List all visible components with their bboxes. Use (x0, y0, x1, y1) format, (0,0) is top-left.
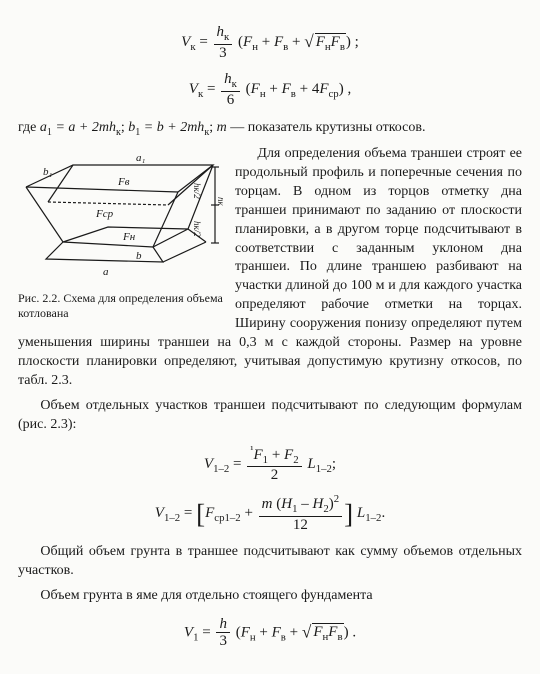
svg-text:hк: hк (216, 197, 223, 207)
formula-1: Vк = hк 3 (Fн + Fв + √FнFв) ; (18, 24, 522, 61)
formula-3: V1–2 = ¹F1 + F2 2 L1–2; (18, 445, 522, 484)
svg-text:a: a (103, 266, 109, 278)
formula-4: V1–2 = [Fср1–2 + m (H1 – H2)2 12 ] L1–2. (18, 494, 522, 533)
svg-text:Fв: Fв (117, 176, 130, 188)
para-defs: где a1 = a + 2mhк; b1 = b + 2mhк; m — по… (18, 119, 522, 139)
svg-text:b: b (136, 250, 142, 262)
formula-2: Vк = hк 6 (Fн + Fв + 4Fср) , (18, 71, 522, 108)
pit-diagram: a₁ b₁ Fв Fср Fн b a hк/2 hк/2 hк (18, 147, 223, 287)
svg-text:a₁: a₁ (136, 152, 146, 164)
svg-text:Fср: Fср (95, 208, 114, 220)
formula-5: V1 = h 3 (Fн + Fв + √FнFв) . (18, 616, 522, 650)
svg-text:hк/2: hк/2 (192, 183, 202, 199)
fraction: hк 3 (214, 24, 233, 61)
para-3: Объем отдельных участков траншеи подсчит… (18, 397, 522, 435)
svg-text:b₁: b₁ (43, 166, 53, 178)
svg-text:hк/2: hк/2 (192, 221, 202, 237)
para-5: Объем грунта в яме для отдельно стоящего… (18, 587, 522, 606)
wrap-block: a₁ b₁ Fв Fср Fн b a hк/2 hк/2 hк Рис. 2.… (18, 145, 522, 391)
figure-caption: Рис. 2.2. Схема для определения объема к… (18, 291, 223, 321)
para-4: Общий объем грунта в траншее подсчитываю… (18, 543, 522, 581)
figure-2-2: a₁ b₁ Fв Fср Fн b a hк/2 hк/2 hк Рис. 2.… (18, 147, 223, 321)
svg-text:Fн: Fн (122, 231, 136, 243)
var-V: V (181, 34, 190, 50)
